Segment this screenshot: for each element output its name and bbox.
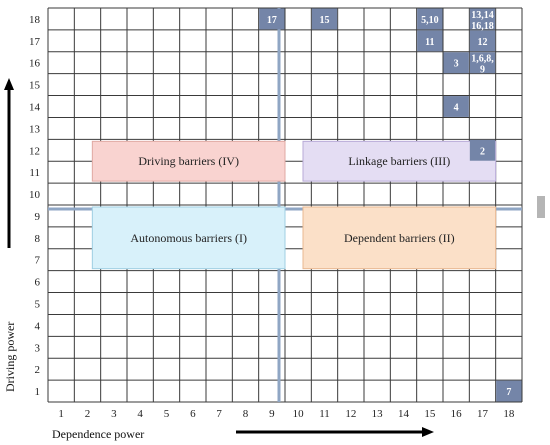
barrier-label-4: 13,14 16,18 bbox=[471, 10, 494, 32]
y-tick-label: 12 bbox=[29, 145, 40, 157]
x-tick-label: 1 bbox=[58, 408, 64, 420]
x-tick-label: 18 bbox=[503, 408, 515, 420]
barrier-label-11: 7 bbox=[506, 387, 511, 398]
quadrant-label-4: Dependent barriers (II) bbox=[344, 231, 455, 245]
x-tick-label: 11 bbox=[319, 408, 330, 420]
barrier-cell-8 bbox=[469, 52, 496, 74]
x-axis-title: Dependence power bbox=[52, 427, 144, 441]
barrier-cell-11 bbox=[496, 380, 522, 402]
barrier-cell-7 bbox=[443, 52, 469, 74]
y-tick-label: 10 bbox=[29, 189, 41, 201]
y-tick-label: 3 bbox=[35, 342, 41, 354]
y-tick-label: 17 bbox=[29, 36, 41, 48]
x-tick-label: 6 bbox=[190, 408, 196, 420]
x-tick-label: 12 bbox=[345, 408, 356, 420]
x-tick-label: 3 bbox=[111, 408, 117, 420]
x-tick-label: 5 bbox=[164, 408, 170, 420]
x-tick-label: 7 bbox=[216, 408, 222, 420]
quadrant-box-4 bbox=[302, 206, 497, 270]
barrier-label-2: 15 bbox=[320, 15, 330, 26]
y-tick-label: 2 bbox=[35, 364, 41, 376]
quadrant-label-2: Linkage barriers (III) bbox=[348, 154, 450, 168]
y-tick-label: 14 bbox=[29, 102, 41, 114]
y-tick-label: 7 bbox=[35, 255, 41, 267]
y-tick-label: 18 bbox=[29, 14, 41, 26]
barrier-label-8: 1,6,8, 9 bbox=[471, 54, 494, 76]
barrier-label-3: 5,10 bbox=[421, 15, 439, 26]
y-tick-label: 1 bbox=[35, 386, 41, 398]
barrier-cell-9 bbox=[443, 96, 469, 117]
y-tick-label: 15 bbox=[29, 80, 41, 92]
y-axis-title: Driving power bbox=[3, 322, 17, 392]
x-tick-label: 10 bbox=[293, 408, 305, 420]
side-marker bbox=[537, 196, 545, 218]
barrier-label-5: 11 bbox=[425, 37, 434, 48]
quadrant-box-3 bbox=[91, 206, 286, 270]
y-tick-label: 5 bbox=[35, 299, 41, 311]
y-tick-label: 8 bbox=[35, 233, 41, 245]
quadrant-label-3: Autonomous barriers (I) bbox=[130, 231, 247, 245]
x-tick-label: 17 bbox=[477, 408, 489, 420]
x-tick-label: 15 bbox=[424, 408, 436, 420]
barrier-cell-10 bbox=[469, 139, 496, 161]
barrier-label-6: 12 bbox=[478, 37, 488, 48]
barrier-label-7: 3 bbox=[454, 59, 459, 70]
driving-arrow-head bbox=[4, 78, 14, 90]
x-tick-label: 8 bbox=[243, 408, 249, 420]
barrier-cell-3 bbox=[417, 8, 443, 30]
y-tick-label: 11 bbox=[29, 167, 40, 179]
y-tick-label: 6 bbox=[35, 277, 41, 289]
barrier-cell-6 bbox=[469, 30, 496, 52]
x-tick-label: 13 bbox=[372, 408, 384, 420]
quadrant-box-1 bbox=[91, 140, 286, 182]
barrier-label-10: 2 bbox=[480, 146, 485, 157]
y-tick-label: 13 bbox=[29, 123, 41, 135]
barrier-cell-1 bbox=[259, 8, 285, 30]
barrier-label-1: 17 bbox=[267, 15, 277, 26]
x-tick-label: 4 bbox=[137, 408, 143, 420]
y-tick-label: 9 bbox=[35, 211, 41, 223]
x-tick-label: 14 bbox=[398, 408, 410, 420]
barrier-label-9: 4 bbox=[454, 103, 459, 114]
barrier-cell-5 bbox=[417, 30, 443, 52]
x-tick-label: 2 bbox=[85, 408, 91, 420]
quadrant-label-1: Driving barriers (IV) bbox=[138, 154, 239, 168]
x-tick-label: 16 bbox=[451, 408, 463, 420]
barrier-cell-4 bbox=[469, 8, 496, 30]
y-tick-label: 16 bbox=[29, 58, 41, 70]
x-tick-label: 9 bbox=[269, 408, 275, 420]
barrier-cell-2 bbox=[311, 8, 338, 30]
y-tick-label: 4 bbox=[35, 320, 41, 332]
quadrant-box-2 bbox=[302, 140, 497, 182]
dependence-arrow-head bbox=[422, 427, 434, 437]
